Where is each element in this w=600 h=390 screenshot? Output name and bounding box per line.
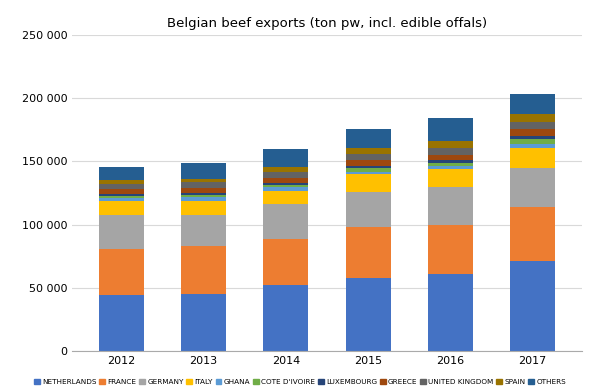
Bar — [181, 294, 226, 351]
Bar — [99, 194, 144, 196]
Bar — [346, 227, 391, 278]
Bar — [263, 167, 308, 172]
Bar — [99, 167, 144, 180]
Bar — [263, 285, 308, 351]
Bar — [510, 147, 555, 168]
Bar — [99, 180, 144, 184]
Bar — [510, 136, 555, 139]
Bar — [346, 147, 391, 154]
Bar — [181, 246, 226, 294]
Bar — [428, 163, 473, 166]
Bar — [428, 225, 473, 274]
Bar — [263, 185, 308, 187]
Bar — [346, 160, 391, 166]
Bar — [346, 168, 391, 172]
Bar — [263, 183, 308, 185]
Bar — [181, 163, 226, 179]
Bar — [263, 149, 308, 167]
Bar — [428, 274, 473, 351]
Bar — [99, 295, 144, 351]
Bar — [99, 215, 144, 249]
Bar — [99, 196, 144, 198]
Bar — [263, 191, 308, 204]
Bar — [99, 249, 144, 295]
Bar — [263, 239, 308, 285]
Bar — [510, 139, 555, 144]
Bar — [510, 207, 555, 261]
Bar — [181, 215, 226, 246]
Bar — [346, 174, 391, 192]
Bar — [181, 197, 226, 200]
Bar — [99, 189, 144, 194]
Legend: NETHERLANDS, FRANCE, GERMANY, ITALY, GHANA, COTE D'IVOIRE, LUXEMBOURG, GREECE, U: NETHERLANDS, FRANCE, GERMANY, ITALY, GHA… — [32, 378, 568, 386]
Bar — [181, 195, 226, 197]
Bar — [428, 187, 473, 225]
Bar — [428, 169, 473, 187]
Bar — [181, 179, 226, 182]
Bar — [99, 200, 144, 215]
Bar — [346, 192, 391, 227]
Bar — [428, 154, 473, 160]
Bar — [510, 129, 555, 136]
Bar — [346, 154, 391, 160]
Bar — [263, 204, 308, 239]
Bar — [346, 166, 391, 168]
Bar — [428, 147, 473, 154]
Bar — [510, 114, 555, 122]
Bar — [181, 200, 226, 215]
Bar — [510, 168, 555, 207]
Bar — [263, 187, 308, 191]
Bar — [428, 119, 473, 141]
Bar — [263, 172, 308, 178]
Bar — [181, 182, 226, 188]
Bar — [510, 261, 555, 351]
Bar — [99, 198, 144, 200]
Bar — [99, 184, 144, 189]
Bar — [428, 160, 473, 163]
Bar — [346, 278, 391, 351]
Bar — [181, 188, 226, 193]
Bar — [181, 193, 226, 195]
Bar — [510, 144, 555, 147]
Bar — [428, 166, 473, 169]
Bar — [428, 141, 473, 147]
Bar — [346, 129, 391, 147]
Title: Belgian beef exports (ton pw, incl. edible offals): Belgian beef exports (ton pw, incl. edib… — [167, 17, 487, 30]
Bar — [510, 94, 555, 114]
Bar — [510, 122, 555, 129]
Bar — [346, 172, 391, 174]
Bar — [263, 178, 308, 183]
